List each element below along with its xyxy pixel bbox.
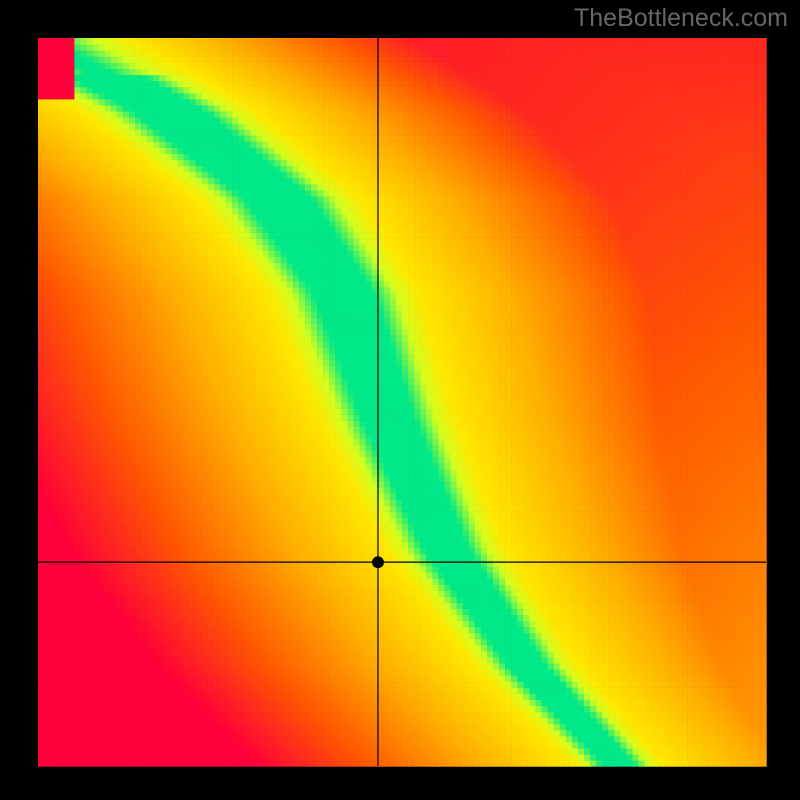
heatmap-canvas: [0, 0, 800, 800]
chart-container: TheBottleneck.com: [0, 0, 800, 800]
watermark-text: TheBottleneck.com: [574, 4, 788, 33]
